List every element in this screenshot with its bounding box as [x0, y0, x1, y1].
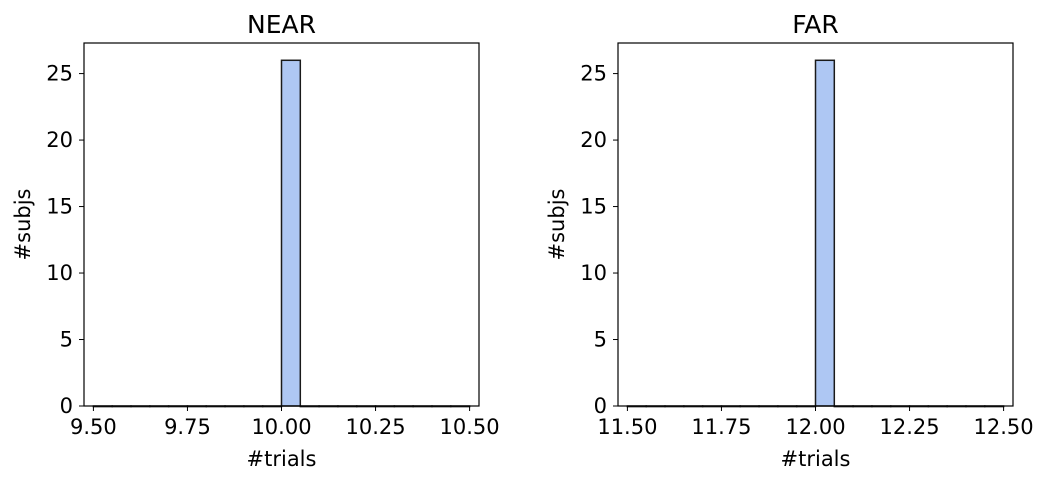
x-tick-label: 11.50: [597, 415, 657, 439]
x-axis-label: #trials: [781, 447, 851, 471]
chart-title: NEAR: [247, 10, 316, 39]
histogram-bar: [280, 59, 302, 407]
y-tick-label: 25: [580, 62, 607, 86]
x-tick-label: 10.00: [251, 415, 311, 439]
y-tick-label: 20: [46, 128, 73, 152]
y-axis-label: #subjs: [11, 189, 35, 261]
x-tick-label: 12.50: [974, 415, 1034, 439]
y-tick-label: 10: [46, 261, 73, 285]
y-tick-label: 15: [580, 195, 607, 219]
histogram-bar: [814, 59, 836, 407]
y-tick-label: 0: [60, 394, 73, 418]
x-tick-label: 11.75: [691, 415, 751, 439]
x-tick-label: 9.50: [70, 415, 117, 439]
y-tick-label: 15: [46, 195, 73, 219]
y-tick-label: 25: [46, 62, 73, 86]
y-tick-label: 5: [594, 328, 607, 352]
y-tick-label: 10: [580, 261, 607, 285]
y-axis-label: #subjs: [545, 189, 569, 261]
chart-title: FAR: [792, 10, 839, 39]
x-axis-label: #trials: [247, 447, 317, 471]
y-tick-label: 20: [580, 128, 607, 152]
x-tick-label: 12.25: [879, 415, 939, 439]
x-tick-label: 9.75: [164, 415, 211, 439]
near-panel: 9.50 9.75 10.00 10.25 10.50 0 5 10 15 20 25 NEAR #tr…: [11, 10, 500, 471]
y-tick-label: 5: [60, 328, 73, 352]
far-panel: 11.50 11.75 12.00 12.25 12.50 0 5 10 15 20 25 FAR #t…: [545, 10, 1034, 471]
x-tick-label: 12.00: [785, 415, 845, 439]
x-tick-label: 10.50: [440, 415, 500, 439]
y-tick-label: 0: [594, 394, 607, 418]
x-tick-label: 10.25: [345, 415, 405, 439]
